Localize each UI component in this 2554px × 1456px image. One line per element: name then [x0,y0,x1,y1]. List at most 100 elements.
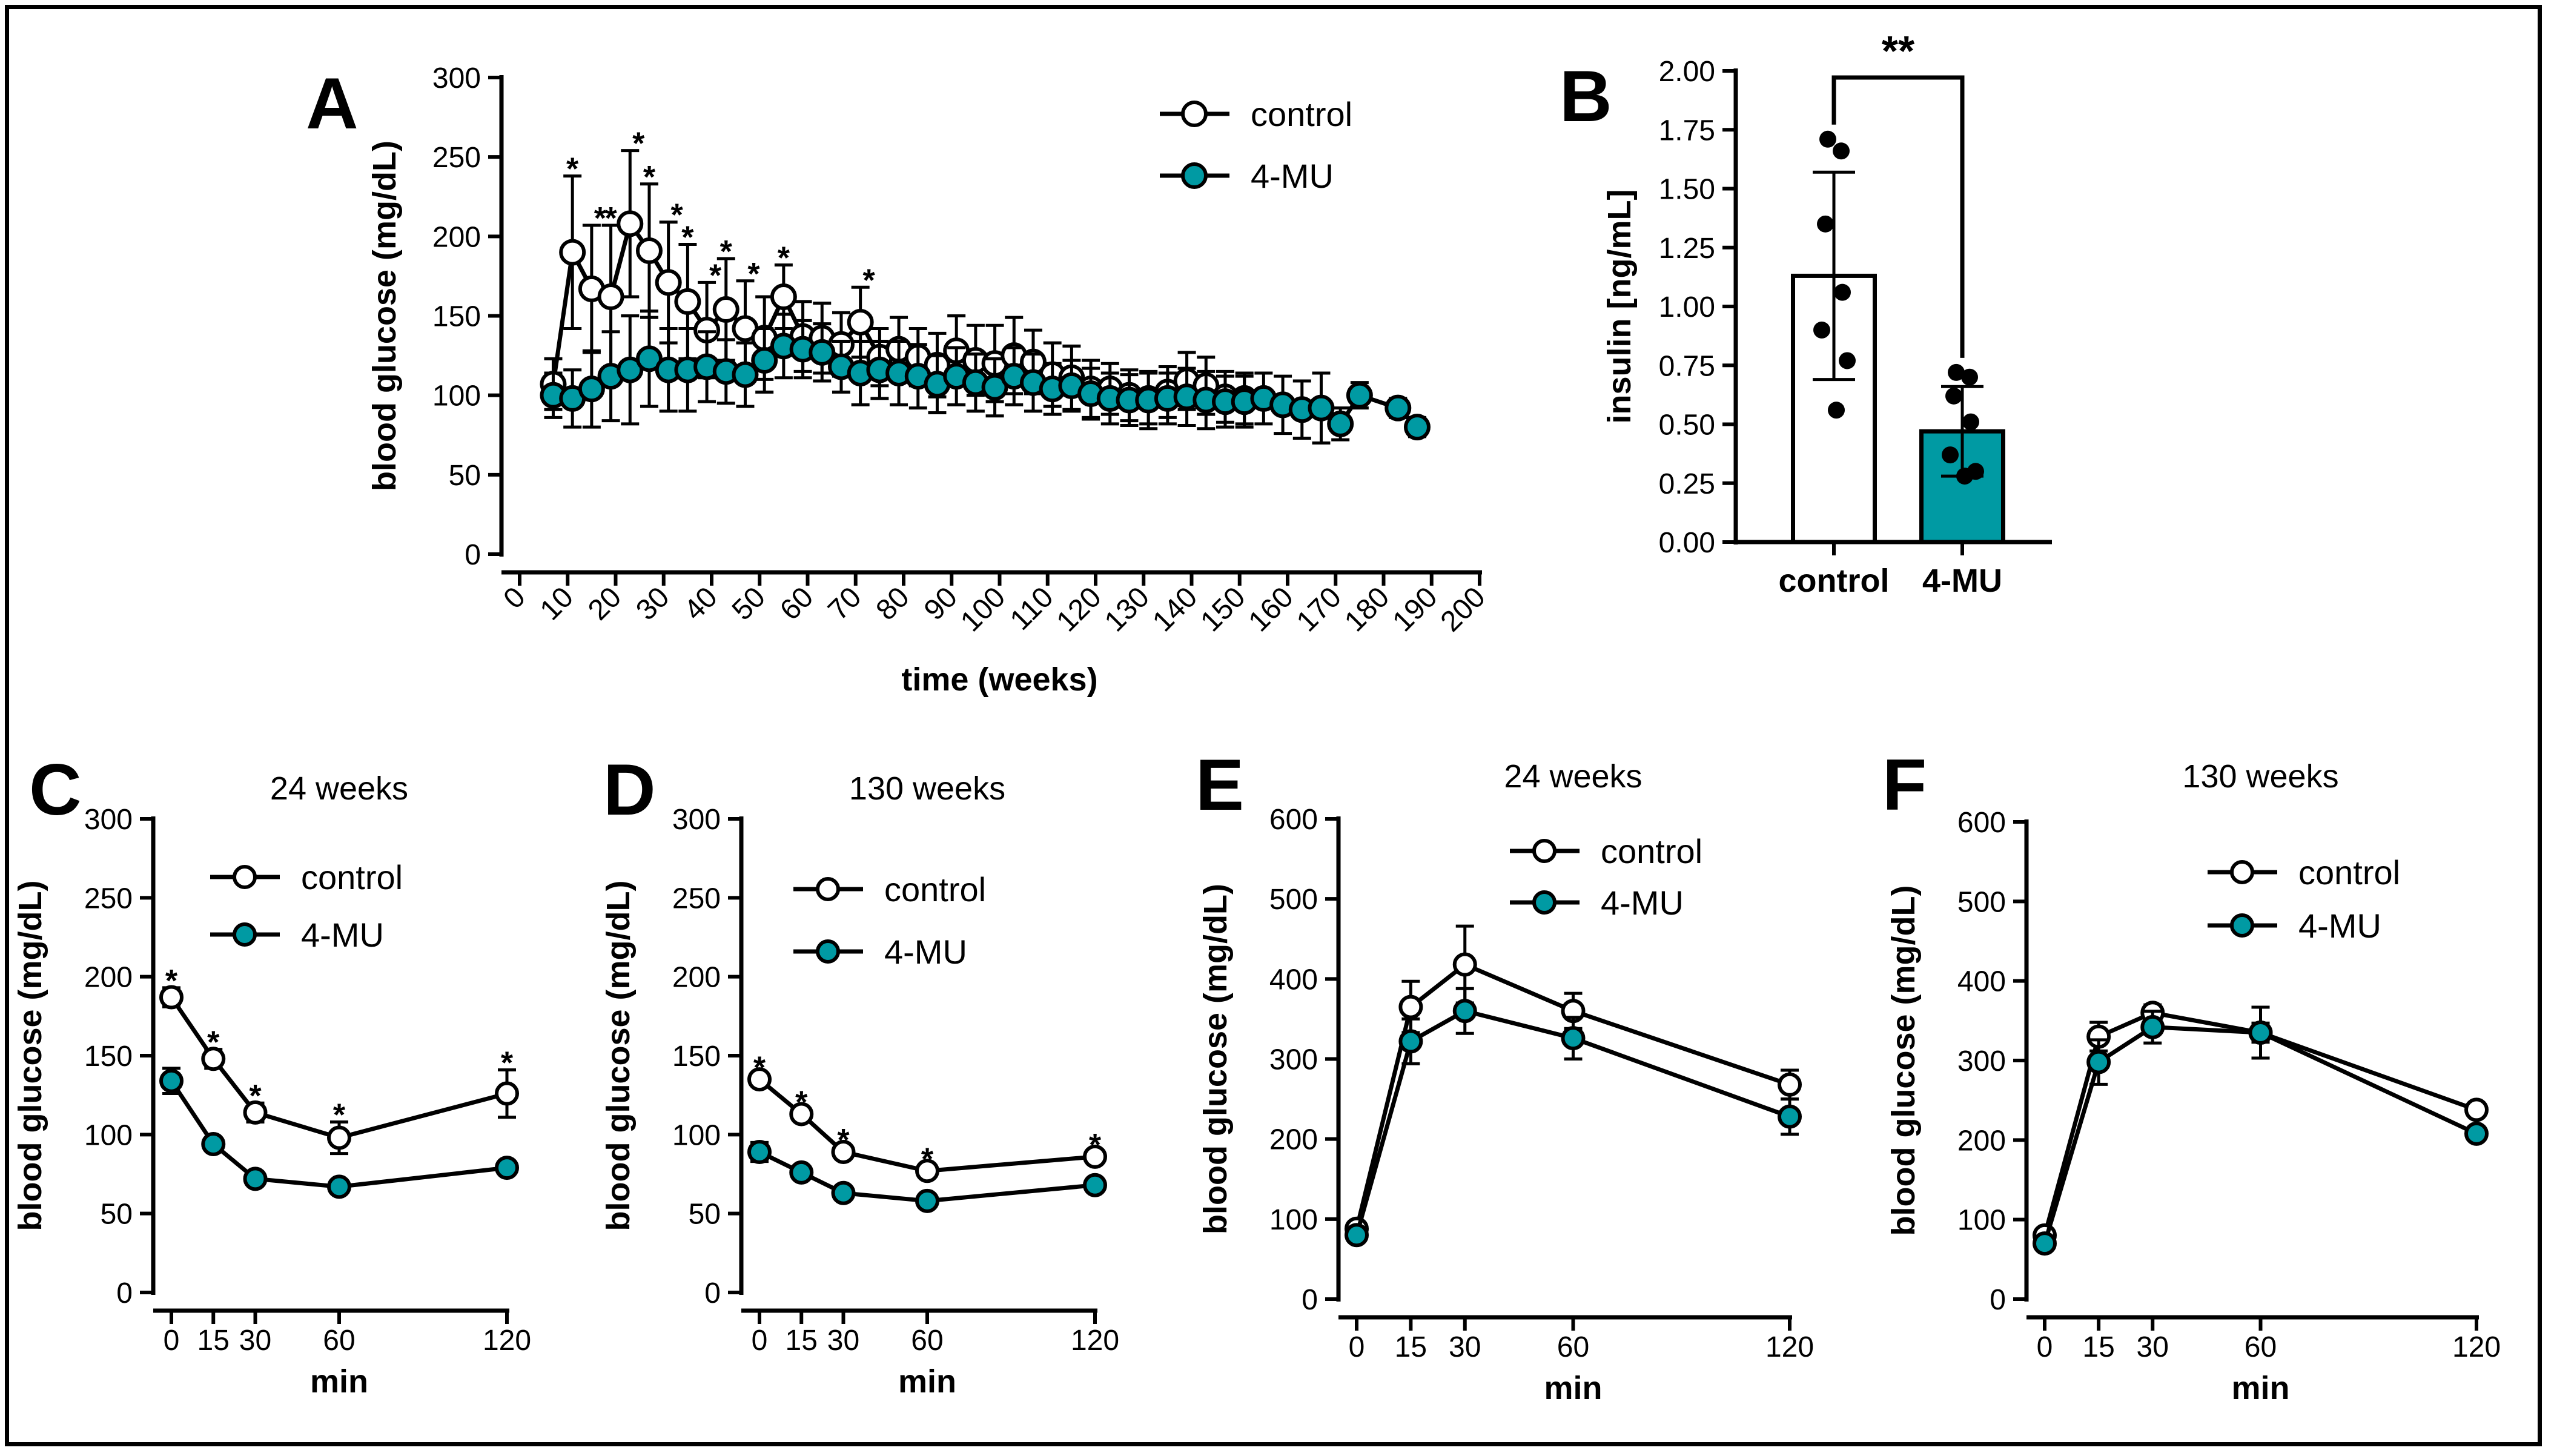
legend-label: control [2298,853,2400,892]
y-tick-label: 0.00 [1659,527,1715,559]
data-point-4mu [635,345,663,372]
legend-label: 4-MU [884,933,967,971]
y-tick-label: 300 [1957,1045,2006,1077]
x-tick-label: 200 [1435,581,1492,638]
data-point-4mu [1778,1104,1802,1129]
data-point-4mu [915,1188,939,1213]
data-point-control [635,237,663,264]
individual-point [1828,402,1845,419]
legend-marker [233,865,257,889]
data-point-4mu [1452,999,1477,1024]
data-point-control [747,1067,772,1092]
significance-star: * [566,152,579,187]
individual-point [1834,283,1851,301]
panel-letter: D [603,749,656,830]
x-tick-label: 15 [786,1325,818,1357]
x-tick-label: 30 [2137,1331,2169,1363]
y-tick-label: 500 [1957,886,2006,918]
y-tick-label: 0 [1990,1284,2006,1316]
x-tick-label: 60 [911,1325,943,1357]
y-tick-label: 150 [672,1041,721,1073]
legend-label: control [301,858,403,896]
data-point-4mu [831,1180,856,1205]
x-tick-label: 30 [630,581,675,626]
legend-label: control [1251,95,1352,133]
significance-star: * [501,1045,514,1080]
y-tick-label: 1.75 [1659,114,1715,147]
y-tick-label: 300 [672,804,721,836]
x-tick-label: 160 [1243,581,1300,638]
y-tick-label: 250 [672,882,721,915]
significance-star: * [604,201,617,236]
x-tick-label: 4-MU [1922,563,2002,599]
x-tick-label: 150 [1194,581,1251,638]
panel-letter: E [1196,744,1244,826]
data-point-control [770,283,797,311]
y-tick-label: 200 [1957,1125,2006,1157]
y-tick-label: 300 [432,62,481,94]
data-point-4mu [243,1166,268,1191]
data-point-4mu [2248,1021,2273,1045]
data-point-4mu [201,1131,226,1156]
data-point-control [847,308,874,336]
individual-point [1942,446,1959,464]
data-point-4mu [1561,1026,1586,1051]
y-tick-label: 0 [704,1277,721,1309]
significance-star: * [747,257,760,292]
x-tick-label: 30 [1449,1331,1481,1363]
significance-star: * [720,234,733,270]
data-point-4mu [2140,1014,2165,1039]
data-point-control [655,269,682,296]
data-point-4mu [1403,414,1431,441]
panel-title: 24 weeks [270,770,408,807]
y-tick-label: 300 [1269,1044,1318,1076]
x-tick-label: 120 [1765,1331,1814,1363]
y-tick-label: 400 [1957,966,2006,998]
individual-point [1961,368,1978,386]
significance-bracket [1831,75,1965,358]
x-tick-label: 0 [497,581,531,615]
x-tick-label: 60 [1557,1331,1589,1363]
y-tick-label: 100 [672,1119,721,1151]
legend-marker [2230,913,2254,938]
x-tick-label: 110 [1004,581,1060,637]
x-tick-label: 20 [582,581,627,626]
x-tick-label: 30 [239,1325,271,1357]
legend-marker [1532,839,1557,863]
x-tick-label: 30 [827,1325,859,1357]
individual-point [1956,468,1973,485]
data-point-4mu [578,376,605,403]
x-tick-label: 60 [2245,1331,2277,1363]
y-tick-label: 150 [84,1041,133,1073]
legend-marker [1532,890,1557,915]
x-tick-label: 50 [726,581,772,626]
data-point-4mu [1346,382,1373,409]
y-tick-label: 0.25 [1659,468,1715,500]
y-tick-label: 100 [84,1119,133,1151]
data-point-4mu [789,1160,814,1185]
x-tick-label: 170 [1291,581,1348,638]
y-tick-label: 50 [689,1199,721,1231]
data-point-4mu [809,339,836,366]
y-tick-label: 2.00 [1659,56,1715,88]
legend: control 4-MU [1510,832,1702,922]
figure-frame [5,5,2542,1446]
legend: control 4-MU [2208,853,2400,945]
data-point-4mu [747,1140,772,1165]
data-point-4mu [1083,1173,1107,1197]
data-point-control [915,1159,939,1183]
x-tick-label: 180 [1338,581,1395,638]
individual-point [1817,215,1834,233]
data-point-control [597,283,624,311]
panel-B: B 0.00 0.25 0.50 0.75 1.00 1.25 1.50 1.75 2.00 ins… [1560,27,2052,599]
legend: control 4-MU [793,870,986,971]
data-point-control [1778,1072,1802,1097]
legend: control 4-MU [210,858,403,954]
significance-star: * [1089,1128,1102,1163]
individual-point [1833,142,1850,160]
x-axis-title: min [1544,1370,1602,1406]
x-tick-label: 120 [1071,1325,1119,1357]
significance-star: * [709,258,722,293]
y-axis-title: blood glucose (mg/dL) [366,141,403,491]
